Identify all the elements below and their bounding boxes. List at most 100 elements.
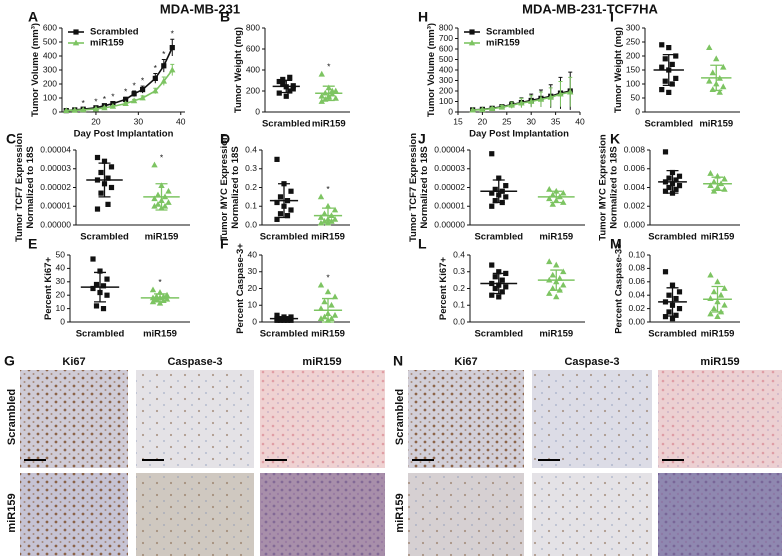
- column-label: Caspase-3: [564, 356, 619, 368]
- micrograph-texture: [260, 370, 385, 468]
- y-tick-label: 0.006: [624, 163, 646, 173]
- x-tick-label: miR159: [312, 119, 346, 130]
- micrograph-texture: [658, 370, 782, 468]
- data-point: [669, 61, 675, 67]
- data-point: [321, 298, 328, 305]
- x-tick-label: Scrambled: [474, 329, 523, 340]
- data-point: [321, 313, 328, 320]
- x-tick-label: 35: [551, 116, 561, 126]
- chart-panel: L 0.0 0.1 0.2 0.3 0.4 Percent Ki67+ Scrambled mi…: [418, 236, 585, 340]
- significance-mark: *: [111, 91, 115, 101]
- data-point: [713, 55, 720, 62]
- data-point: [710, 305, 718, 311]
- x-tick-label: 40: [176, 116, 186, 126]
- data-point: [165, 199, 172, 205]
- panel-letter: H: [418, 9, 428, 25]
- micrograph-texture: [532, 370, 652, 468]
- data-point: [673, 312, 679, 318]
- data-point: [151, 195, 158, 202]
- chart-panel: M 0.00 0.02 0.04 0.06 0.08 0.10 Percent Caspase…: [610, 236, 740, 340]
- x-axis-label: Day Post Implantation: [469, 129, 569, 140]
- data-point: [156, 299, 164, 306]
- data-point: [560, 189, 567, 196]
- y-tick-label: 20: [56, 289, 66, 299]
- y-tick-label: 100: [439, 96, 453, 106]
- significance-mark: *: [158, 277, 162, 287]
- data-point: [100, 283, 107, 289]
- x-tick-label: miR159: [143, 329, 177, 340]
- y-tick-label: 0.06: [628, 276, 645, 286]
- data-point: [93, 303, 100, 309]
- data-point: [496, 294, 502, 300]
- legend-marker: [72, 39, 80, 46]
- chart-panel: C 0.00000 0.00001 0.00002 0.00003 0.00004 Tumo…: [6, 131, 190, 243]
- data-point: [317, 219, 325, 226]
- y-tick-label: 0.3: [453, 266, 465, 276]
- data-point: [662, 269, 669, 275]
- data-point: [673, 177, 679, 183]
- data-point: [276, 78, 282, 85]
- micrograph-texture: [260, 473, 385, 556]
- x-tick-label: Scrambled: [644, 119, 693, 130]
- panel-letter: K: [610, 131, 620, 147]
- data-point: [492, 186, 498, 192]
- data-point: [537, 96, 545, 102]
- data-point: [721, 301, 728, 308]
- sd-bar: [278, 316, 290, 321]
- data-point: [160, 77, 167, 84]
- data-point: [673, 75, 679, 81]
- data-point: [673, 295, 679, 302]
- y-tick-label: 0.00002: [434, 182, 465, 192]
- data-point: [92, 105, 100, 112]
- data-point: [277, 194, 284, 200]
- row-label: Scrambled: [394, 389, 406, 445]
- x-tick-label: Scrambled: [260, 232, 309, 243]
- y-tick-label: 0.2: [453, 283, 465, 293]
- chart-panel: J 0.00000 0.00001 0.00002 0.00003 0.00004 Tumo…: [408, 131, 585, 243]
- y-tick-label: 0.00002: [40, 182, 71, 192]
- data-point: [284, 213, 291, 219]
- y-tick-label: 10: [248, 300, 258, 310]
- x-tick-label: miR159: [311, 232, 345, 243]
- y-axis-label: Percent Caspase-3+: [235, 243, 246, 334]
- data-point: [669, 316, 676, 322]
- data-point: [288, 188, 294, 194]
- column-label: Caspase-3: [167, 356, 222, 368]
- y-tick-label: 30: [248, 266, 258, 276]
- data-point: [489, 151, 495, 157]
- micrograph-texture: [532, 473, 652, 556]
- y-tick-label: 0.1: [245, 201, 257, 211]
- panel-letter: E: [28, 236, 37, 252]
- sd-bar: [322, 85, 335, 102]
- sd-bar: [550, 269, 563, 291]
- data-point: [331, 311, 339, 318]
- micrograph-panel: G Ki67 Caspase-3 miR159 Scrambled miR159: [4, 353, 385, 556]
- sd-bar: [155, 183, 168, 211]
- data-point: [503, 270, 509, 277]
- y-tick-label: 250: [626, 36, 640, 46]
- y-tick-label: 0.0: [245, 219, 257, 229]
- x-tick-label: Scrambled: [262, 119, 311, 130]
- data-point: [105, 201, 111, 207]
- data-point: [153, 295, 160, 302]
- y-tick-label: 800: [439, 22, 453, 32]
- data-point: [669, 81, 675, 87]
- y-tick-label: 800: [246, 22, 260, 32]
- data-point: [149, 286, 157, 293]
- data-point: [318, 70, 325, 77]
- panel-letter: G: [4, 353, 15, 369]
- data-point: [163, 295, 171, 302]
- significance-mark: *: [124, 87, 128, 97]
- sd-bar: [280, 79, 293, 94]
- data-point: [163, 291, 171, 298]
- y-tick-label: 700: [439, 33, 453, 43]
- data-point: [139, 94, 146, 101]
- legend-label: Scrambled: [90, 27, 139, 38]
- data-point: [666, 309, 672, 315]
- y-tick-label: 100: [626, 78, 640, 88]
- data-point: [503, 183, 509, 189]
- x-tick-label: 30: [526, 116, 536, 126]
